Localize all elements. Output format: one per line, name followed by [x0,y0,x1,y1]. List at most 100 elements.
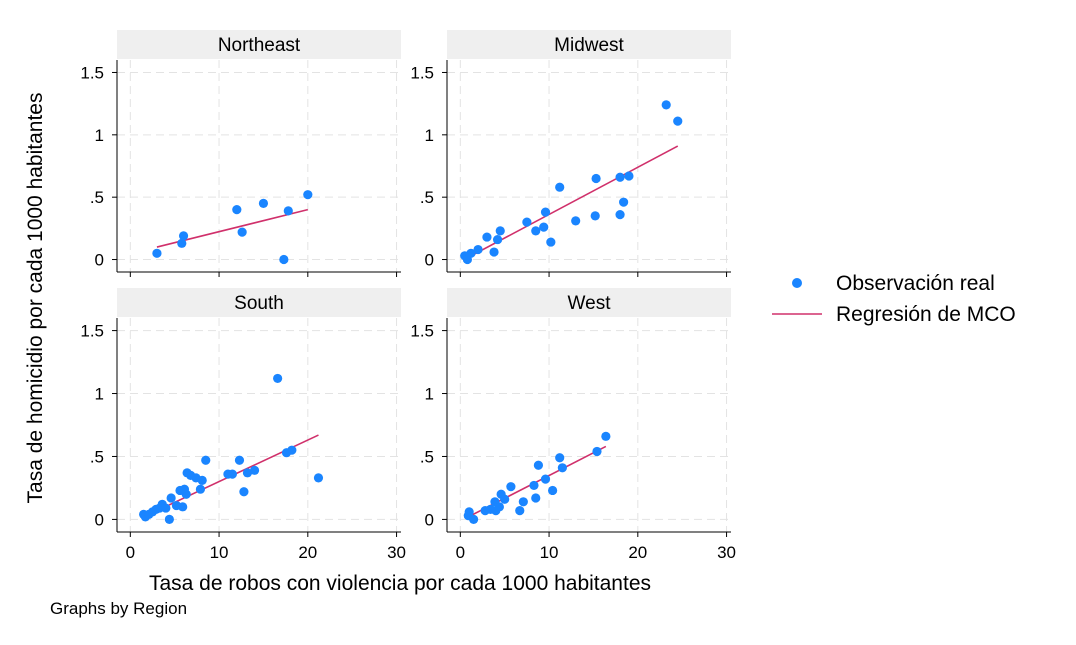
data-point [178,231,189,241]
data-point [152,248,162,258]
data-point [590,211,600,221]
data-point [242,468,253,478]
data-point [201,455,211,465]
data-point [540,474,551,484]
data-point [258,198,269,209]
y-tick-label: .5 [90,447,104,466]
panel-northeast: Northeast 0 .5 1 1.5 [80,30,401,277]
data-point [287,445,297,455]
data-point [232,205,242,215]
x-tick-label: 0 [456,543,465,562]
y-tick-label: 0 [95,251,104,270]
legend-point-marker [792,278,802,288]
data-point [548,485,558,496]
y-tick-label: 0 [425,510,434,529]
legend-label-line: Regresión de MCO [836,303,1016,326]
data-point [591,173,601,184]
data-point [492,234,503,245]
data-point [166,493,176,503]
data-point [673,116,683,126]
data-point [557,463,567,473]
y-tick-label: 1.5 [80,322,104,341]
data-point [619,197,629,207]
y-tick-label: .5 [90,188,104,207]
x-tick-label: 20 [628,543,647,562]
x-axis-title: Tasa de robos con violencia por cada 100… [149,572,651,595]
data-point [661,100,671,110]
data-point [571,216,581,226]
panel-strip [117,288,401,317]
data-point [161,503,171,513]
y-tick-label: 1 [425,385,434,404]
data-point [533,460,544,470]
y-tick-label: 1 [95,126,104,145]
data-point [531,493,541,503]
y-tick-label: 1.5 [410,63,434,82]
y-tick-label: 1 [425,126,434,145]
data-point [615,172,625,182]
data-point [303,190,313,200]
data-point [539,222,549,232]
data-point [469,514,479,525]
x-tick-label: 20 [298,543,317,562]
panel-title: West [568,293,612,314]
y-tick-label: 1 [95,385,104,404]
data-point [540,207,551,217]
data-point [500,494,510,504]
panel-title: Northeast [218,35,301,56]
x-tick-label: 30 [717,543,736,562]
data-point [178,502,188,512]
data-point [473,244,483,255]
panel-title: South [234,293,284,314]
y-axis-title: Tasa de homicidio por cada 1000 habitant… [24,93,47,504]
data-point [555,453,565,463]
data-point [164,514,174,525]
panel-south: South 0 .5 1 1.5 0 10 20 30 [80,288,406,562]
data-point [279,254,289,265]
data-point [489,247,499,257]
data-point [522,217,532,227]
data-point [466,248,476,258]
data-point [227,469,237,479]
data-point [555,182,565,192]
data-point [624,171,634,181]
data-point [495,226,505,236]
panel-west: West 0 .5 1 1.5 0 10 20 30 [410,288,736,562]
data-point [177,238,187,248]
y-tick-label: .5 [420,447,434,466]
data-point [494,502,504,512]
data-point [239,487,249,497]
data-point [195,484,206,494]
data-point [592,446,602,457]
data-point [518,497,528,507]
data-point [482,232,492,242]
data-point [546,237,556,247]
data-point [283,206,293,216]
data-point [313,473,324,483]
data-point [464,507,474,517]
panel-strip [447,30,731,59]
data-point [615,210,625,220]
panel-strip [117,30,401,59]
legend: Observación real Regresión de MCO [772,272,1016,326]
data-point [515,506,525,516]
data-point [601,431,611,441]
panel-title: Midwest [554,35,624,56]
legend-label-points: Observación real [836,272,995,295]
panel-strip [447,288,731,317]
chart-panels: Northeast0.511.5Midwest0.511.5South0.511… [80,30,736,562]
y-tick-label: .5 [420,188,434,207]
x-tick-label: 10 [210,543,229,562]
x-tick-label: 0 [126,543,135,562]
data-point [531,226,541,236]
y-tick-label: 0 [95,510,104,529]
graphs-by-note: Graphs by Region [50,599,187,618]
data-point [529,480,539,491]
data-point [179,484,190,494]
data-point [273,373,283,384]
y-tick-label: 0 [425,251,434,270]
y-tick-label: 1.5 [410,322,434,341]
data-point [234,455,245,465]
data-point [506,482,516,492]
